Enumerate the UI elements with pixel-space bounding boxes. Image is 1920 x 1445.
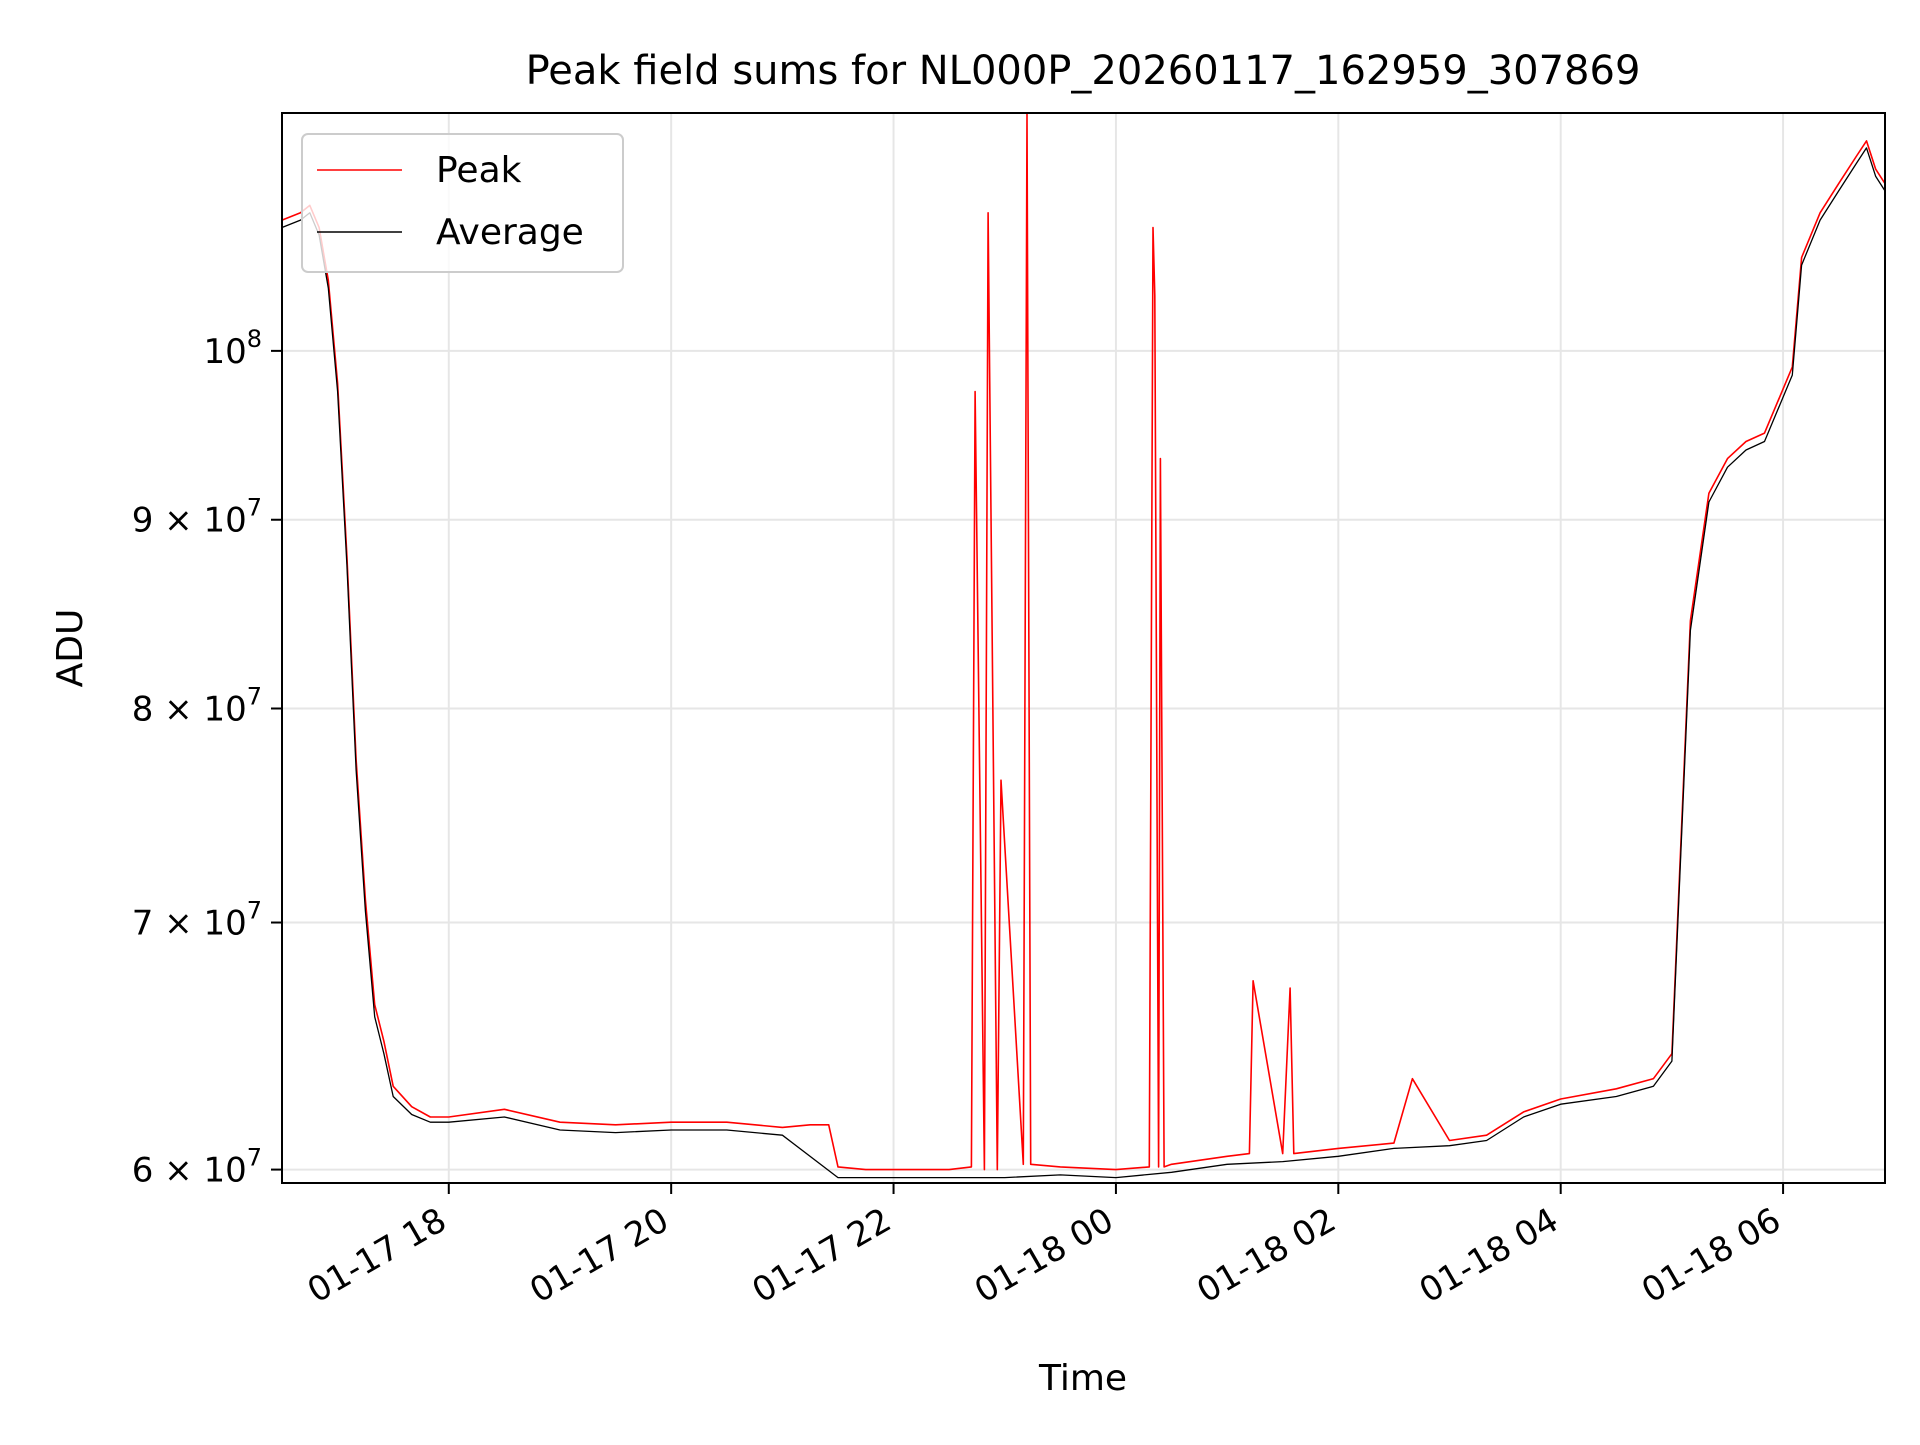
series-layer — [281, 112, 1886, 1179]
y-tick-mantissa: 7 × 10 — [132, 904, 247, 944]
y-tick-exponent: 7 — [247, 683, 262, 711]
y-tick-exponent: 7 — [247, 494, 262, 522]
y-axis-label: ADU — [50, 609, 91, 688]
legend-box — [301, 133, 624, 273]
y-tick-mantissa: 6 × 10 — [132, 1151, 247, 1191]
y-tick-mantissa: 10 — [203, 332, 246, 372]
x-axis-label: Time — [1038, 1358, 1127, 1399]
y-tick-label: 8 × 107 — [132, 683, 262, 730]
legend-label-average: Average — [436, 212, 584, 253]
plot-frame — [281, 112, 1886, 1184]
legend-label-peak: Peak — [436, 150, 522, 191]
y-tick-label: 9 × 107 — [132, 494, 262, 541]
y-tick-mantissa: 9 × 10 — [132, 501, 247, 541]
chart-title: Peak field sums for NL000P_20260117_1629… — [526, 48, 1641, 94]
y-tick-mantissa: 8 × 10 — [132, 690, 247, 730]
grid-layer — [282, 113, 1885, 1183]
y-tick-exponent: 8 — [247, 325, 262, 353]
y-tick-exponent: 7 — [247, 897, 262, 925]
y-tick-exponent: 7 — [247, 1144, 262, 1172]
y-tick-label: 6 × 107 — [132, 1144, 262, 1191]
y-tick-label: 7 × 107 — [132, 897, 262, 944]
y-tick-label: 108 — [203, 325, 262, 372]
legend: Peak Average — [301, 133, 624, 273]
series-line-average — [281, 147, 1886, 1179]
